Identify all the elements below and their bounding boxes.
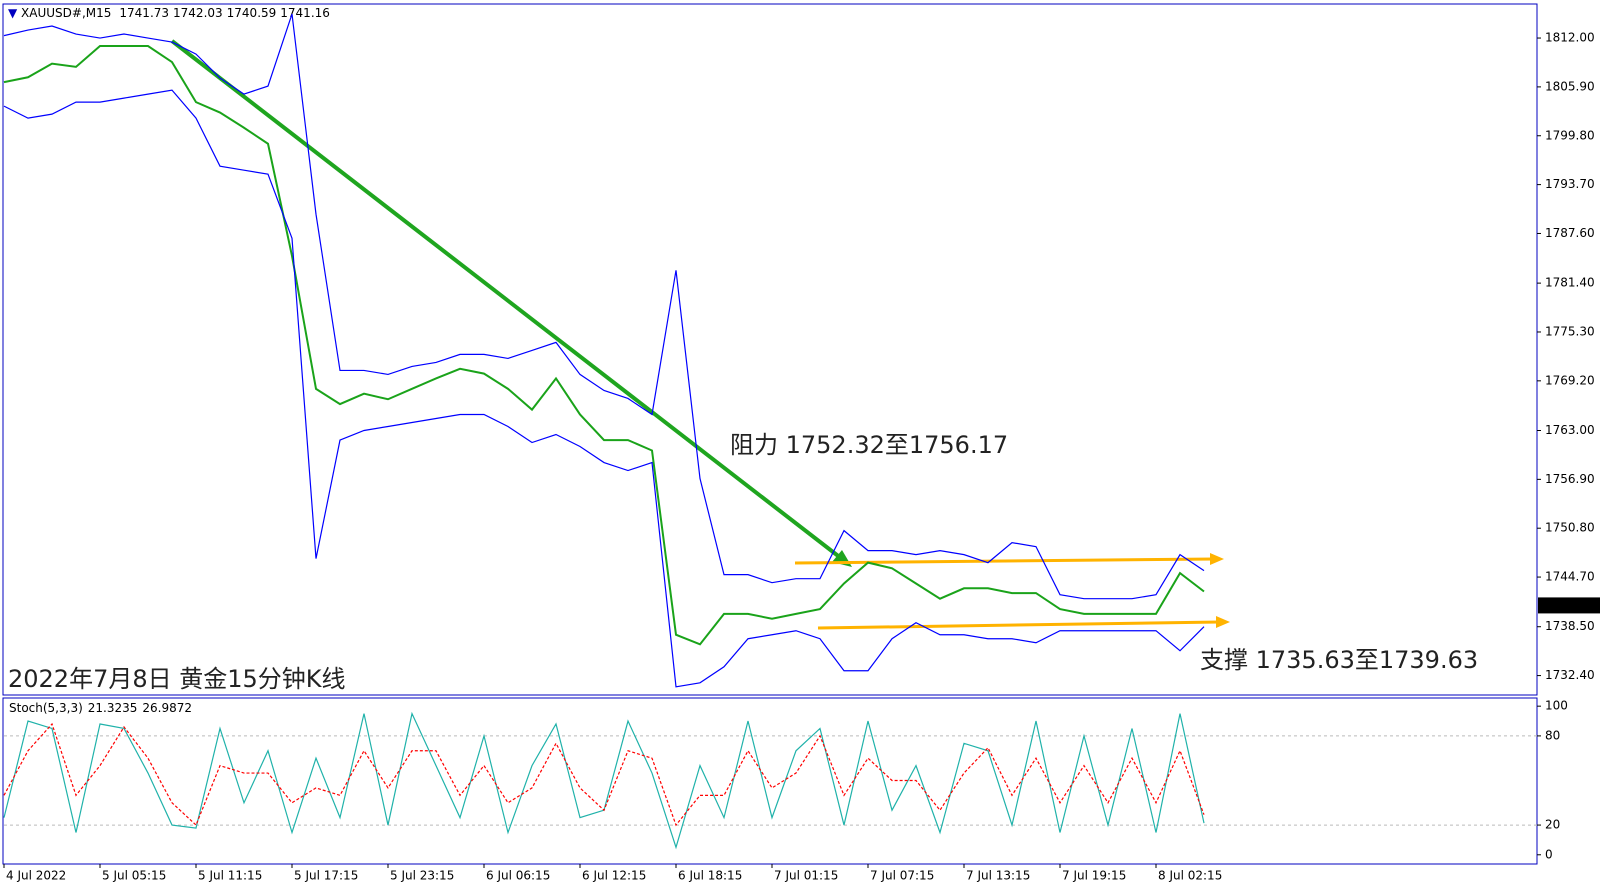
y-tick-label: 1738.50 [1545,619,1595,633]
trend-line [170,39,848,564]
y-tick-label: 1756.90 [1545,472,1595,486]
series-line [3,45,1205,646]
stoch-signal-value: 26.9872 [142,701,192,715]
series-line [3,89,1205,688]
x-tick-label: 7 Jul 01:15 [774,869,838,883]
x-tick-label: 5 Jul 11:15 [198,869,262,883]
x-tick-label: 6 Jul 06:15 [486,869,550,883]
ohlc-open: 1741.73 [119,6,169,20]
support-line [817,620,1221,630]
y-tick-label: 1781.40 [1545,276,1595,290]
series-line [3,13,1205,600]
series-line [3,722,1205,827]
y-tick-label: 1775.30 [1545,324,1595,338]
price-marker-label: 1741.16 [1545,599,1595,613]
resistance-arrow [1210,553,1224,565]
y-tick-label: 1812.00 [1545,31,1595,45]
ohlc-close: 1741.16 [280,6,330,20]
x-tick-label: 4 Jul 2022 [6,869,66,883]
chart-subtitle: 2022年7月8日 黄金15分钟K线 [8,665,346,693]
y-tick-label: 1744.70 [1545,570,1595,584]
x-tick-label: 7 Jul 07:15 [870,869,934,883]
symbol: XAUUSD#,M15 [21,6,111,20]
x-tick-label: 6 Jul 18:15 [678,869,742,883]
y-tick-label: 0 [1545,847,1553,861]
x-tick-label: 6 Jul 12:15 [582,869,646,883]
y-tick-label: 1750.80 [1545,521,1595,535]
y-tick-label: 20 [1545,818,1560,832]
x-tick-label: 8 Jul 02:15 [1158,869,1222,883]
menu-arrow: ▼ [8,6,21,20]
x-tick-label: 5 Jul 23:15 [390,869,454,883]
resistance-line [794,557,1216,565]
main-panel-frame [2,3,1538,696]
stoch-panel-frame [2,697,1538,865]
y-tick-label: 1763.00 [1545,423,1595,437]
support-arrow [1216,616,1230,628]
header: ▼ XAUUSD#,M15 1741.73 1742.03 1740.59 1741.1… [8,6,330,20]
ohlc-high: 1742.03 [173,6,223,20]
y-tick-label: 1787.60 [1545,226,1595,240]
ohlc-low: 1740.59 [227,6,277,20]
resistance-annotation: 阻力 1752.32至1756.17 [730,431,1008,459]
stoch-main-value: 21.3235 [88,701,138,715]
stoch-header: Stoch(5,3,3) 21.3235 26.9872 [9,701,192,715]
y-tick-label: 1732.40 [1545,668,1595,682]
stoch-title: Stoch(5,3,3) [9,701,83,715]
y-tick-label: 1799.80 [1545,128,1595,142]
y-tick-label: 1805.90 [1545,79,1595,93]
x-tick-label: 5 Jul 17:15 [294,869,358,883]
y-tick-label: 1793.70 [1545,177,1595,191]
support-annotation: 支撑 1735.63至1739.63 [1200,646,1478,674]
x-tick-label: 5 Jul 05:15 [102,869,166,883]
price-marker [1538,597,1600,614]
y-tick-label: 1769.20 [1545,373,1595,387]
y-tick-label: 100 [1545,699,1568,713]
x-tick-label: 7 Jul 19:15 [1062,869,1126,883]
x-tick-label: 7 Jul 13:15 [966,869,1030,883]
y-tick-label: 80 [1545,728,1560,742]
